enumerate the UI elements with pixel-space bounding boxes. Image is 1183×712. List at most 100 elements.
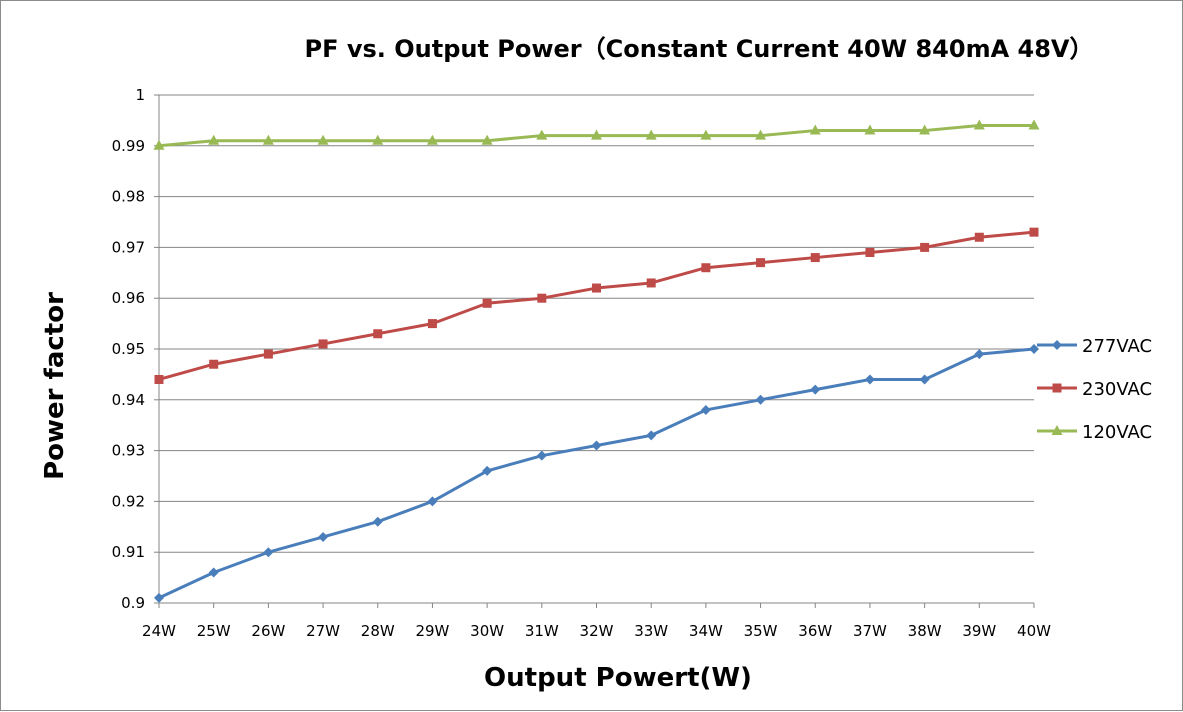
y-axis-ticks: 0.9 0.91 0.92 0.93 0.94 0.95 0.96 0.97 0.98 0.99 1	[112, 86, 145, 612]
data-point-230VAC-30W	[482, 298, 492, 308]
y-tick-label: 0.91	[112, 543, 145, 561]
x-tick-label: 32W	[580, 622, 614, 640]
x-tick-label: 26W	[251, 622, 285, 640]
chart-title: PF vs. Output Power（Constant Current 40W…	[304, 35, 1093, 63]
series	[153, 119, 1040, 603]
legend-label: 120VAC	[1082, 422, 1152, 443]
grid	[159, 94, 1034, 604]
data-point-277VAC-36W	[810, 384, 821, 395]
data-point-230VAC-38W	[920, 242, 930, 252]
x-tick-label: 38W	[908, 622, 942, 640]
data-point-120VAC-34W	[700, 129, 712, 140]
series-120VAC	[153, 119, 1040, 150]
x-tick-label: 35W	[744, 622, 778, 640]
data-point-120VAC-24W	[153, 139, 165, 150]
data-point-230VAC-24W	[154, 374, 164, 384]
data-point-230VAC-25W	[209, 359, 219, 369]
data-point-120VAC-36W	[809, 124, 821, 135]
legend-item-277VAC: 277VAC	[1037, 336, 1152, 357]
x-tick-label: 37W	[853, 622, 887, 640]
y-tick-label: 0.98	[112, 188, 145, 206]
axes	[154, 94, 1035, 608]
data-point-230VAC-40W	[1029, 227, 1039, 237]
legend-swatch-marker	[1052, 340, 1062, 350]
data-point-120VAC-39W	[973, 119, 985, 130]
legend-label: 230VAC	[1082, 379, 1152, 400]
data-point-230VAC-39W	[974, 232, 984, 242]
y-tick-label: 0.92	[112, 492, 145, 510]
data-point-277VAC-28W	[372, 516, 383, 527]
y-tick-label: 0.94	[112, 391, 145, 409]
y-tick-label: 0.97	[112, 238, 145, 256]
data-point-230VAC-33W	[646, 278, 656, 288]
data-point-120VAC-30W	[481, 134, 493, 145]
data-point-230VAC-28W	[373, 329, 383, 339]
x-tick-label: 29W	[415, 622, 449, 640]
data-point-277VAC-39W	[974, 349, 985, 360]
data-point-277VAC-24W	[154, 592, 164, 603]
data-point-120VAC-28W	[372, 134, 384, 145]
data-point-277VAC-26W	[263, 547, 274, 558]
data-point-120VAC-38W	[919, 124, 931, 135]
legend: 277VAC 230VAC 120VAC	[1037, 336, 1152, 443]
legend-swatch-marker	[1052, 383, 1062, 393]
data-point-277VAC-25W	[208, 567, 219, 578]
data-point-277VAC-33W	[646, 430, 657, 441]
data-point-120VAC-26W	[262, 134, 274, 145]
x-tick-label: 33W	[634, 622, 668, 640]
y-tick-label: 0.95	[112, 340, 145, 358]
y-axis-title: Power factor	[40, 292, 70, 480]
data-point-277VAC-34W	[700, 404, 711, 415]
data-point-120VAC-25W	[208, 134, 220, 145]
data-point-277VAC-37W	[864, 374, 875, 385]
data-point-277VAC-32W	[591, 440, 602, 451]
data-point-120VAC-37W	[864, 124, 876, 135]
series-277VAC	[154, 344, 1039, 603]
data-point-230VAC-36W	[810, 253, 820, 263]
data-point-120VAC-35W	[755, 129, 767, 140]
x-axis-ticks: 24W 25W 26W 27W 28W 29W 30W 31W 32W 33W 34W 35W 36W 3…	[142, 622, 1051, 640]
data-point-277VAC-35W	[755, 394, 766, 405]
x-tick-label: 36W	[798, 622, 832, 640]
data-point-230VAC-31W	[537, 293, 547, 303]
data-point-120VAC-31W	[536, 129, 548, 140]
data-point-277VAC-30W	[482, 465, 493, 476]
series-line-277VAC	[158, 347, 1035, 600]
data-point-120VAC-32W	[591, 129, 602, 140]
x-tick-label: 27W	[306, 622, 340, 640]
data-point-230VAC-35W	[756, 258, 766, 268]
x-axis-title: Output Powert(W)	[484, 663, 752, 693]
data-point-230VAC-34W	[701, 263, 711, 273]
data-point-277VAC-40W	[1029, 344, 1039, 354]
data-point-277VAC-38W	[919, 374, 930, 385]
legend-swatch-marker	[1051, 425, 1063, 435]
data-point-230VAC-29W	[427, 319, 437, 329]
data-point-120VAC-40W	[1028, 119, 1040, 130]
legend-item-120VAC: 120VAC	[1037, 422, 1152, 443]
x-tick-label: 25W	[197, 622, 231, 640]
data-point-120VAC-33W	[645, 129, 657, 140]
series-230VAC	[154, 227, 1039, 384]
legend-label: 277VAC	[1082, 336, 1152, 357]
y-tick-label: 0.99	[112, 137, 145, 155]
x-tick-label: 28W	[361, 622, 395, 640]
data-point-277VAC-27W	[318, 531, 329, 542]
legend-item-230VAC: 230VAC	[1037, 379, 1152, 400]
data-point-277VAC-29W	[427, 496, 438, 507]
x-tick-label: 31W	[525, 622, 559, 640]
series-line-230VAC	[158, 230, 1035, 381]
data-point-230VAC-37W	[865, 247, 875, 257]
data-point-120VAC-29W	[426, 134, 438, 145]
y-tick-label: 1	[135, 86, 145, 104]
x-tick-label: 34W	[689, 622, 723, 640]
data-point-277VAC-31W	[536, 450, 547, 461]
y-tick-label: 0.96	[112, 289, 145, 307]
y-tick-label: 0.93	[112, 442, 145, 460]
data-point-230VAC-32W	[592, 283, 601, 293]
x-tick-label: 24W	[142, 622, 176, 640]
data-point-230VAC-26W	[263, 349, 273, 359]
data-point-230VAC-27W	[318, 339, 328, 349]
x-tick-label: 30W	[470, 622, 504, 640]
